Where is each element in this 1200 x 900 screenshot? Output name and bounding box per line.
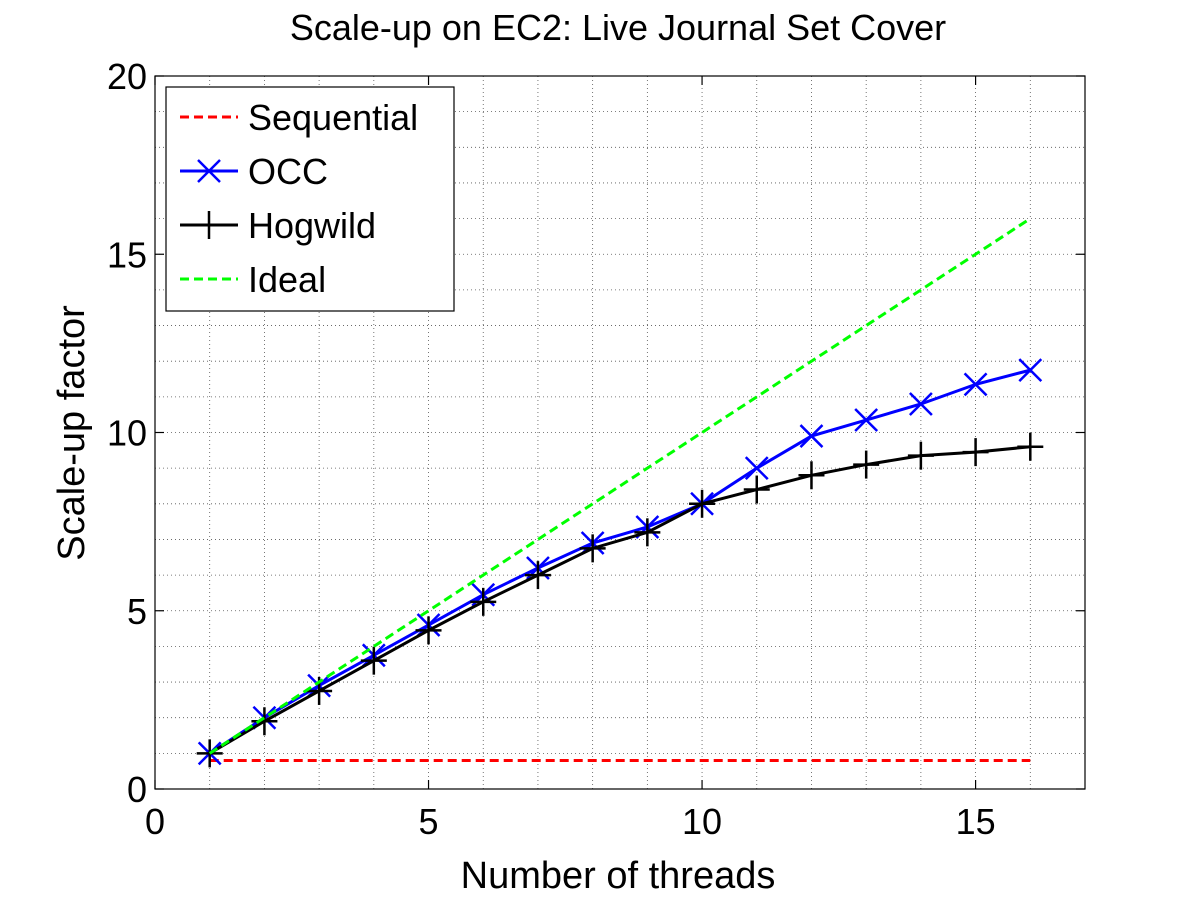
y-tick-label: 5 xyxy=(127,591,147,632)
y-tick-label: 20 xyxy=(107,56,147,97)
y-tick-label: 10 xyxy=(107,413,147,454)
data-point-hogwild xyxy=(634,518,661,547)
legend-label: Ideal xyxy=(248,259,326,300)
series-occ xyxy=(197,358,1043,766)
data-point-hogwild xyxy=(251,707,278,736)
data-point-occ xyxy=(854,408,879,432)
legend-label: OCC xyxy=(248,151,328,192)
legend-item-ideal: Ideal xyxy=(180,259,326,300)
data-point-occ xyxy=(744,456,769,481)
data-point-occ xyxy=(1018,358,1043,382)
series-ideal xyxy=(208,217,1032,755)
y-tick-label: 15 xyxy=(107,234,147,275)
chart-title: Scale-up on EC2: Live Journal Set Cover xyxy=(290,7,946,48)
x-tick-label: 5 xyxy=(419,801,439,842)
data-point-hogwild xyxy=(689,489,716,518)
data-point-hogwild xyxy=(1017,432,1044,461)
tick-labels: 0 5 10 15 0 5 10 15 20 xyxy=(107,56,996,842)
data-point-hogwild xyxy=(853,450,880,479)
legend-item-hogwild: Hogwild xyxy=(180,205,376,246)
legend-marker xyxy=(196,211,222,239)
series-layer xyxy=(196,217,1044,768)
x-tick-label: 10 xyxy=(682,801,722,842)
x-axis-label: Number of threads xyxy=(461,855,776,897)
legend-label: Hogwild xyxy=(248,205,376,246)
legend-box xyxy=(165,86,455,312)
series-line-occ xyxy=(208,368,1031,755)
data-point-hogwild xyxy=(360,646,387,675)
data-point-hogwild xyxy=(962,438,989,467)
data-point-hogwild xyxy=(524,561,551,590)
legend-label: Sequential xyxy=(248,97,418,138)
data-point-hogwild xyxy=(470,587,497,616)
axis-ticks xyxy=(154,75,1085,790)
series-line-ideal xyxy=(208,217,1032,755)
legend: Sequential OCC Hogwild Ideal xyxy=(165,86,455,312)
legend-marker xyxy=(197,159,221,183)
series-line-hogwild xyxy=(208,445,1031,755)
data-point-hogwild xyxy=(907,441,934,470)
grid xyxy=(155,76,1085,789)
x-tick-label: 0 xyxy=(145,801,165,842)
x-tick-label: 15 xyxy=(956,801,996,842)
series-hogwild xyxy=(196,432,1044,768)
data-point-hogwild xyxy=(743,475,770,504)
data-point-hogwild xyxy=(579,534,606,563)
data-point-occ xyxy=(963,372,988,397)
data-point-occ xyxy=(908,392,933,416)
data-point-occ xyxy=(799,424,824,448)
data-point-hogwild xyxy=(798,461,825,490)
data-point-hogwild xyxy=(415,616,442,645)
y-tick-label: 0 xyxy=(127,769,147,810)
y-axis-label: Scale-up factor xyxy=(51,305,93,561)
legend-item-occ: OCC xyxy=(180,151,328,192)
legend-item-sequential: Sequential xyxy=(180,97,418,138)
